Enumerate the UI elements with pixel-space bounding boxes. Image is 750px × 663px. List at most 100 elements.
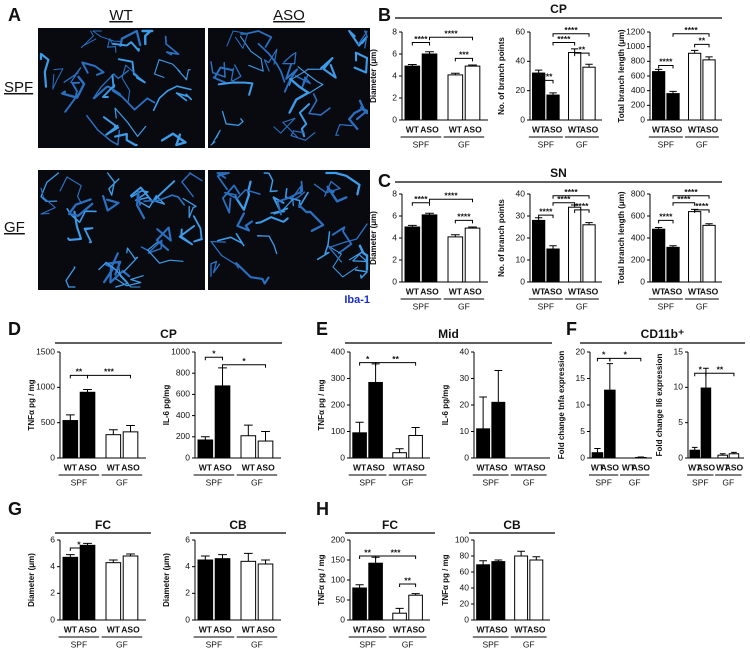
error-bar — [218, 554, 227, 559]
group-label: SPF — [658, 139, 675, 149]
bar — [702, 59, 716, 121]
branch — [141, 29, 154, 46]
branch — [59, 176, 82, 205]
significance-label: *** — [391, 547, 402, 557]
significance-label: * — [77, 539, 81, 549]
branch — [160, 132, 187, 147]
group-label: SPF — [206, 477, 223, 487]
x-tick-label: WT — [107, 462, 121, 472]
y-tick-label: 400 — [631, 85, 645, 95]
branch — [348, 29, 368, 47]
bar — [702, 224, 716, 283]
significance-bracket — [454, 219, 474, 224]
significance-label: * — [242, 356, 246, 366]
bar — [421, 53, 438, 121]
branch — [114, 132, 138, 147]
x-tick-label: ASO — [420, 286, 439, 296]
y-tick-label: 0 — [50, 614, 55, 624]
x-tick-label: WT — [107, 624, 121, 634]
y-tick-label: 5 — [580, 426, 585, 436]
x-tick-label: ASO — [463, 124, 482, 134]
y-axis-label: TNFα pg / mg — [317, 379, 326, 430]
x-tick-label: WT — [353, 624, 367, 634]
error-bar — [126, 424, 135, 432]
x-tick-label: WT — [622, 462, 636, 472]
branch — [283, 63, 299, 93]
significance-bracket — [609, 357, 642, 362]
x-tick-label: WT — [532, 124, 546, 134]
error-bar — [218, 367, 227, 386]
group-label: SPF — [359, 639, 376, 649]
branch — [288, 77, 310, 114]
branch — [335, 124, 353, 136]
bar — [214, 385, 231, 459]
y-axis-label: Diameter (μm) — [369, 49, 378, 103]
bar — [532, 219, 546, 283]
x-tick-label: ASO — [406, 624, 425, 634]
branch — [67, 210, 83, 241]
x-tick-label: WT — [199, 462, 213, 472]
y-tick-label: 4 — [50, 561, 55, 571]
branch — [210, 240, 240, 269]
error-bar — [468, 64, 477, 67]
x-tick-label: WT — [64, 462, 78, 472]
significance-label: * — [624, 350, 628, 360]
bar — [666, 246, 680, 283]
significance-label: **** — [444, 191, 458, 201]
bar — [635, 456, 647, 459]
bar — [79, 391, 96, 459]
error-bar — [606, 363, 614, 391]
x-tick-label: WT — [652, 124, 666, 134]
y-tick-label: 200 — [331, 534, 345, 544]
group-label: SPF — [658, 301, 675, 311]
group-label: GF — [402, 477, 414, 487]
significance-bracket — [538, 214, 554, 219]
x-tick-label: WT — [591, 462, 605, 472]
y-tick-label: 20 — [460, 598, 470, 608]
group-label: GF — [576, 139, 588, 149]
y-tick-label: 2 — [392, 254, 397, 264]
column-label: ASO — [273, 7, 305, 24]
y-tick-label: 0 — [520, 114, 525, 124]
branch — [175, 92, 193, 102]
bar — [546, 94, 560, 121]
bar — [62, 420, 79, 459]
x-tick-label: WT — [393, 624, 407, 634]
branch — [210, 129, 221, 146]
error-bar — [108, 559, 118, 563]
branch — [117, 58, 146, 84]
significance-bracket — [672, 195, 710, 199]
x-tick-label: ASO — [420, 124, 439, 134]
micrograph — [38, 28, 205, 148]
bar — [368, 562, 383, 621]
x-tick-label: WT — [568, 286, 582, 296]
y-axis-label: Diameter (μm) — [162, 553, 171, 607]
y-tick-label: 5 — [678, 417, 683, 427]
y-tick-label: 0 — [340, 614, 345, 624]
bar — [591, 452, 604, 459]
group-label: GF — [696, 301, 708, 311]
y-tick-label: 800 — [176, 367, 190, 377]
branch — [86, 114, 121, 146]
significance-label: **** — [457, 212, 471, 222]
branch — [298, 103, 310, 138]
error-bar — [691, 446, 698, 451]
bar — [529, 559, 544, 621]
bar — [464, 65, 481, 121]
group-label: GF — [116, 639, 128, 649]
x-tick-label: WT — [688, 286, 702, 296]
group-label: GF — [722, 477, 734, 487]
x-tick-label: ASO — [664, 124, 683, 134]
branch — [240, 30, 273, 48]
significance-bracket — [411, 42, 431, 46]
error-bar — [585, 63, 593, 68]
branch — [353, 51, 369, 74]
panel-title: CP — [550, 2, 567, 16]
error-bar — [450, 234, 460, 237]
